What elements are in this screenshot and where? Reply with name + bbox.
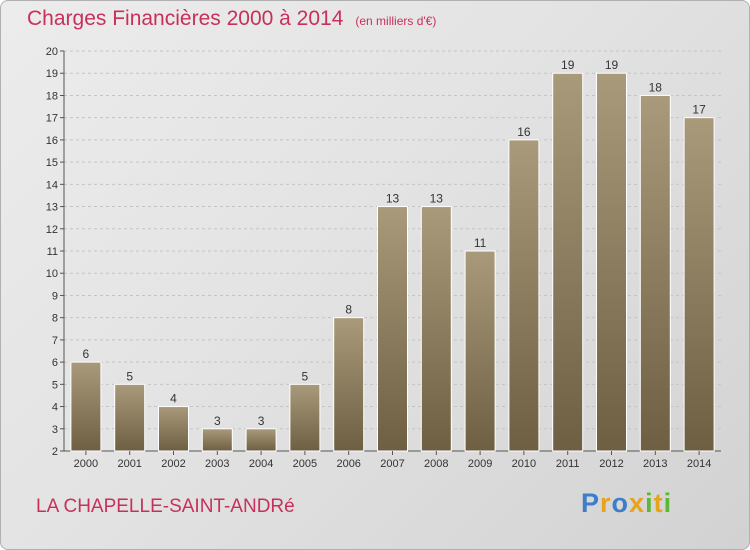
bar-2012 <box>596 72 627 452</box>
bar-value-label: 16 <box>517 125 531 139</box>
y-tick-label: 10 <box>46 268 58 280</box>
y-tick-label: 12 <box>46 224 58 236</box>
bar-2009 <box>464 250 496 452</box>
x-tick-label: 2009 <box>468 458 492 470</box>
bar-value-label: 18 <box>649 80 663 94</box>
bar-2007 <box>377 206 408 452</box>
bar-value-label: 3 <box>214 414 221 428</box>
y-tick-label: 17 <box>46 113 58 125</box>
bar-2000 <box>70 361 102 452</box>
y-tick-label: 7 <box>52 335 58 347</box>
y-tick-label: 20 <box>46 46 58 58</box>
bar-value-label: 19 <box>605 58 619 72</box>
y-tick-label: 4 <box>52 402 58 414</box>
y-tick-label: 19 <box>46 68 58 80</box>
y-tick-label: 14 <box>46 179 58 191</box>
x-tick-label: 2001 <box>117 458 141 470</box>
x-tick-label: 2014 <box>687 458 711 470</box>
bar-value-label: 13 <box>386 192 400 206</box>
bar-value-label: 6 <box>83 347 90 361</box>
y-tick-label: 11 <box>47 246 58 258</box>
x-tick-label: 2011 <box>556 458 580 470</box>
logo-letter: t <box>653 488 664 518</box>
x-tick-label: 2005 <box>293 458 317 470</box>
y-tick-label: 8 <box>52 313 58 325</box>
bar-2003 <box>201 428 233 452</box>
y-tick-label: 6 <box>52 357 58 369</box>
bar-2001 <box>114 383 146 452</box>
x-tick-label: 2000 <box>74 458 98 470</box>
city-name: LA CHAPELLE-SAINT-ANDRé <box>36 496 295 517</box>
bar-2008 <box>420 206 452 452</box>
chart-title-main: Charges Financières 2000 à 2014 <box>27 7 344 30</box>
y-tick-label: 5 <box>52 379 58 391</box>
bar-value-label: 5 <box>126 369 133 383</box>
logo-letter: i <box>663 488 673 518</box>
y-tick-label: 18 <box>46 90 58 102</box>
bar-value-label: 5 <box>302 369 309 383</box>
chart-title-unit: (en milliers d'€) <box>355 14 437 28</box>
bar-value-label: 13 <box>430 192 444 206</box>
bar-value-label: 3 <box>258 414 265 428</box>
y-tick-label: 16 <box>46 135 58 147</box>
logo-letter: r <box>600 488 612 518</box>
chart-title: Charges Financières 2000 à 2014 (en milli… <box>27 7 436 31</box>
bar-value-label: 4 <box>170 392 177 406</box>
x-tick-label: 2003 <box>205 458 229 470</box>
y-tick-label: 2 <box>52 446 58 458</box>
bar-2005 <box>289 383 321 452</box>
x-tick-label: 2004 <box>249 458 273 470</box>
x-tick-label: 2006 <box>336 458 360 470</box>
x-tick-label: 2008 <box>424 458 448 470</box>
x-tick-label: 2002 <box>161 458 185 470</box>
bar-2002 <box>158 406 189 452</box>
bar-2006 <box>333 317 365 452</box>
y-tick-label: 3 <box>52 424 58 436</box>
bar-2013 <box>639 94 671 452</box>
x-tick-label: 2013 <box>643 458 667 470</box>
bar-2010 <box>508 139 540 452</box>
y-tick-label: 13 <box>46 202 58 214</box>
bar-2011 <box>552 72 584 452</box>
bar-value-label: 8 <box>345 303 352 317</box>
x-tick-label: 2007 <box>380 458 404 470</box>
y-tick-label: 9 <box>52 290 58 302</box>
bar-value-label: 17 <box>692 103 706 117</box>
bar-value-label: 11 <box>474 236 487 250</box>
y-tick-label: 15 <box>46 157 58 169</box>
logo-letter: x <box>629 488 646 518</box>
x-tick-label: 2010 <box>512 458 536 470</box>
bar-2004 <box>245 428 277 452</box>
bar-value-label: 19 <box>561 58 575 72</box>
x-tick-label: 2012 <box>599 458 623 470</box>
bar-2014 <box>683 117 715 452</box>
logo-letter: P <box>581 488 601 518</box>
proxiti-logo[interactable]: Proxiti <box>581 488 672 519</box>
logo-letter: i <box>645 488 654 518</box>
logo-letter: o <box>611 488 630 518</box>
